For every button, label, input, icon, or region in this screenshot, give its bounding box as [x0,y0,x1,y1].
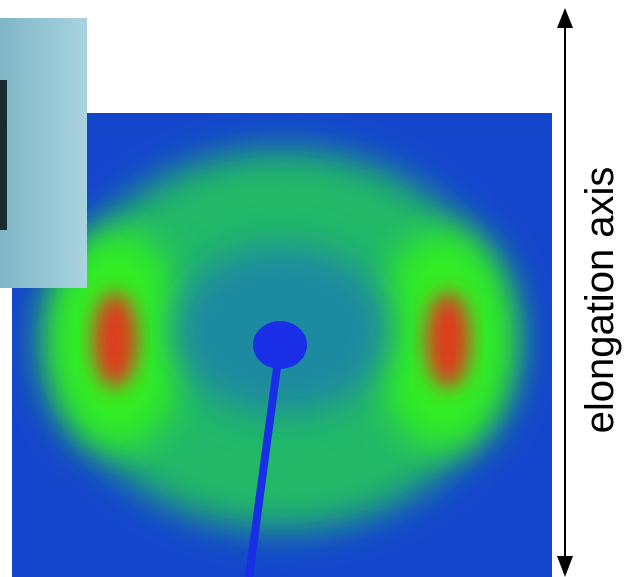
sample-photo [0,18,87,288]
figure: elongation axis [0,0,626,577]
axis-arrow [557,8,573,577]
diffraction-pattern [12,113,552,577]
axis-label: elongation axis [578,167,622,434]
page: elongation axis (() => { const data = JS… [0,0,626,577]
